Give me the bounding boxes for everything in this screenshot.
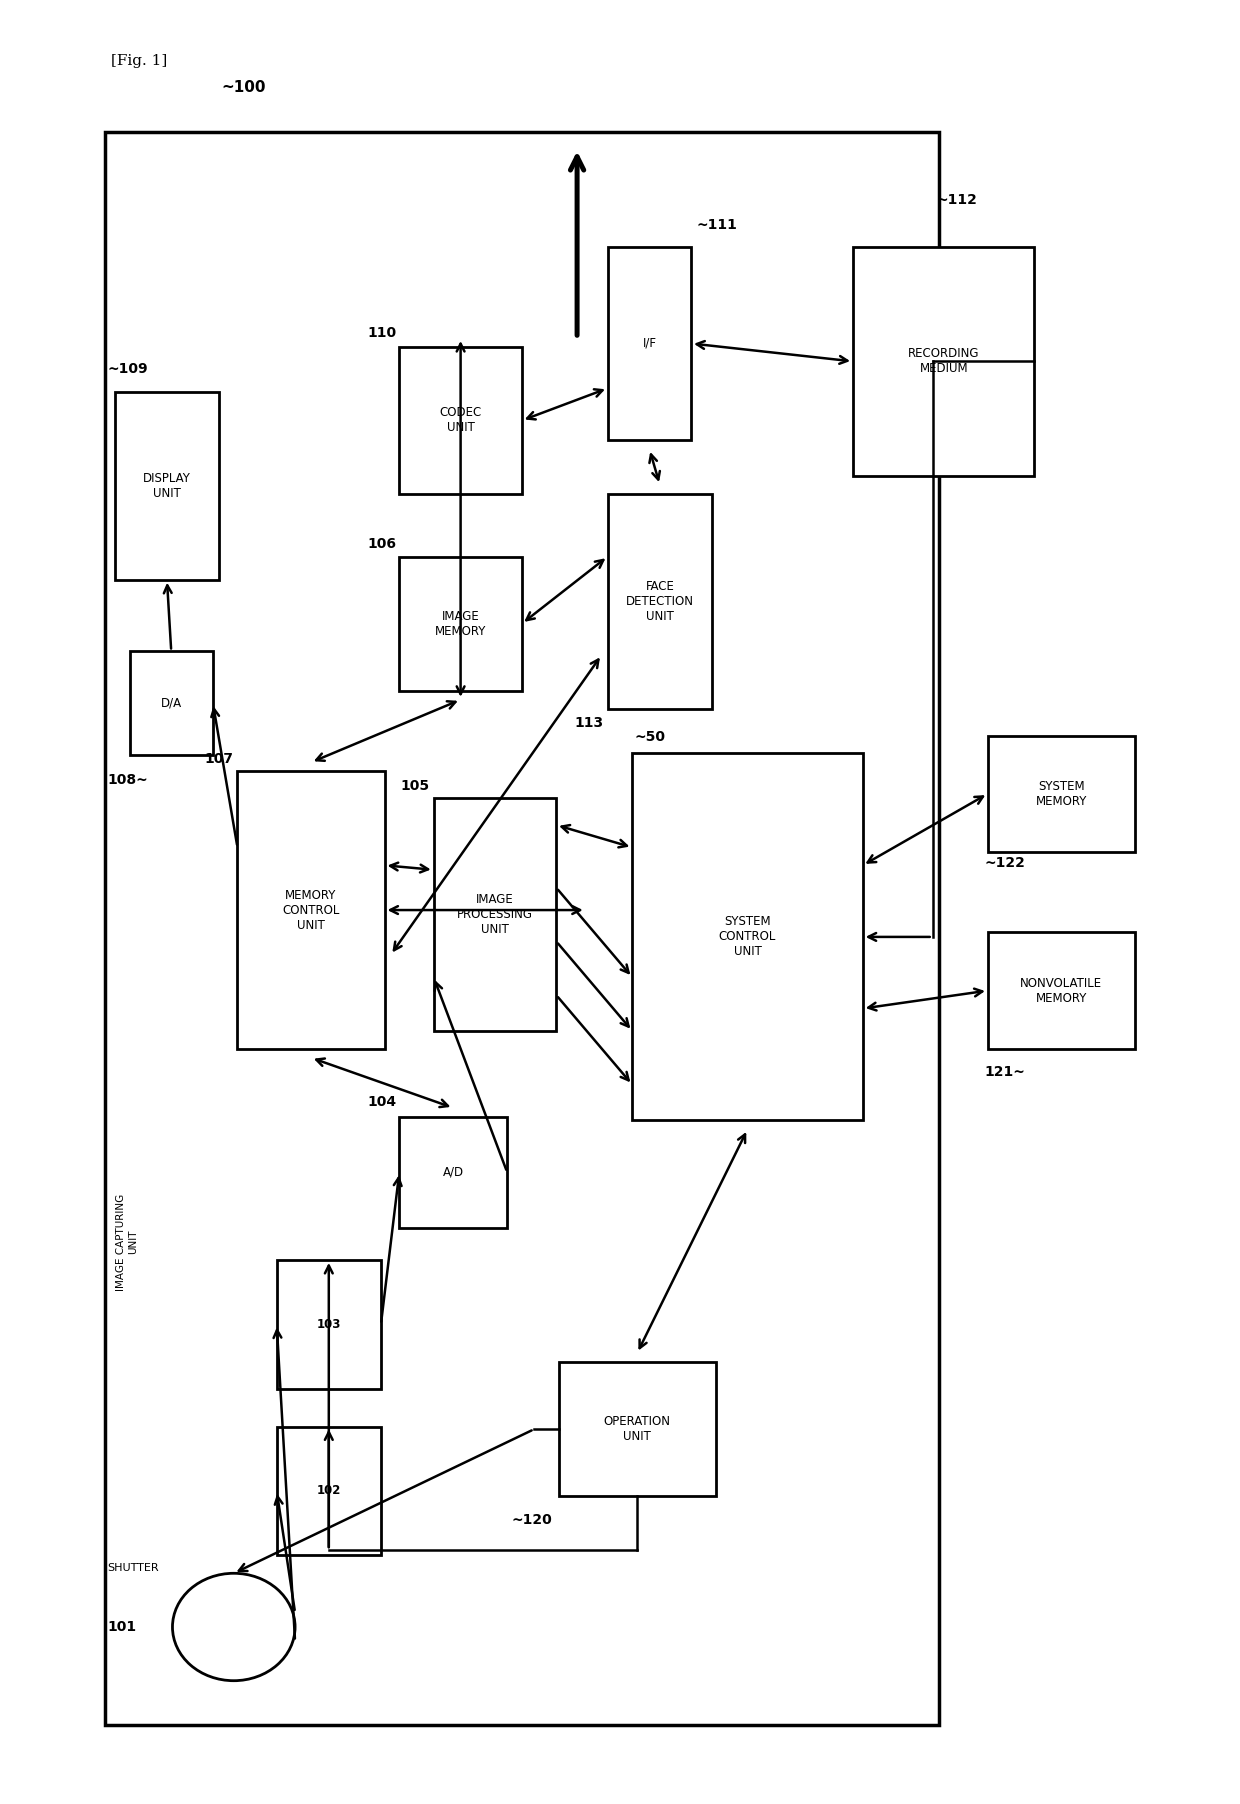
Bar <box>988 933 1135 1048</box>
Bar <box>608 247 691 440</box>
Text: SHUTTER: SHUTTER <box>108 1562 159 1573</box>
Text: 107: 107 <box>205 752 234 765</box>
Text: FACE
DETECTION
UNIT: FACE DETECTION UNIT <box>626 579 694 622</box>
Text: IMAGE
PROCESSING
UNIT: IMAGE PROCESSING UNIT <box>456 893 533 936</box>
Text: SYSTEM
CONTROL
UNIT: SYSTEM CONTROL UNIT <box>719 915 776 958</box>
Text: MEMORY
CONTROL
UNIT: MEMORY CONTROL UNIT <box>283 889 340 931</box>
Bar <box>399 346 522 494</box>
Bar <box>608 494 712 709</box>
Text: CODEC
UNIT: CODEC UNIT <box>439 406 481 435</box>
Bar <box>434 797 557 1030</box>
Text: 104: 104 <box>368 1095 397 1109</box>
Text: 108~: 108~ <box>108 774 149 787</box>
Text: ~100: ~100 <box>222 79 267 96</box>
Text: A/D: A/D <box>443 1165 464 1178</box>
Bar <box>277 1259 381 1389</box>
Text: ~109: ~109 <box>108 361 148 375</box>
Bar <box>129 651 213 756</box>
Text: 101: 101 <box>108 1620 136 1634</box>
Bar <box>853 247 1034 476</box>
Text: 105: 105 <box>401 779 430 792</box>
Text: 106: 106 <box>368 538 397 550</box>
Bar <box>105 132 939 1725</box>
Text: 110: 110 <box>368 327 397 339</box>
Bar <box>988 736 1135 851</box>
Text: NONVOLATILE
MEMORY: NONVOLATILE MEMORY <box>1021 976 1102 1005</box>
Text: ~120: ~120 <box>512 1512 553 1526</box>
Text: OPERATION
UNIT: OPERATION UNIT <box>604 1414 671 1443</box>
Text: SYSTEM
MEMORY: SYSTEM MEMORY <box>1035 779 1087 808</box>
Text: [Fig. 1]: [Fig. 1] <box>112 54 167 67</box>
Bar <box>399 1117 507 1229</box>
Text: D/A: D/A <box>161 696 182 709</box>
Text: ~50: ~50 <box>635 731 666 745</box>
Text: 121~: 121~ <box>985 1064 1025 1079</box>
Text: ~111: ~111 <box>696 218 737 233</box>
Text: DISPLAY
UNIT: DISPLAY UNIT <box>143 473 191 500</box>
Ellipse shape <box>172 1573 295 1681</box>
Text: ~112: ~112 <box>936 193 977 207</box>
Text: 103: 103 <box>316 1319 341 1331</box>
Text: IMAGE CAPTURING
UNIT: IMAGE CAPTURING UNIT <box>117 1194 138 1290</box>
Text: IMAGE
MEMORY: IMAGE MEMORY <box>435 610 486 637</box>
Bar <box>399 556 522 691</box>
Bar <box>237 772 384 1048</box>
Text: 102: 102 <box>316 1485 341 1497</box>
Text: 113: 113 <box>575 716 604 731</box>
Bar <box>559 1362 715 1496</box>
Text: RECORDING
MEDIUM: RECORDING MEDIUM <box>908 348 980 375</box>
Text: I/F: I/F <box>642 337 656 350</box>
Bar <box>632 754 863 1120</box>
Text: ~122: ~122 <box>985 855 1025 870</box>
Bar <box>115 391 219 579</box>
Bar <box>277 1427 381 1555</box>
